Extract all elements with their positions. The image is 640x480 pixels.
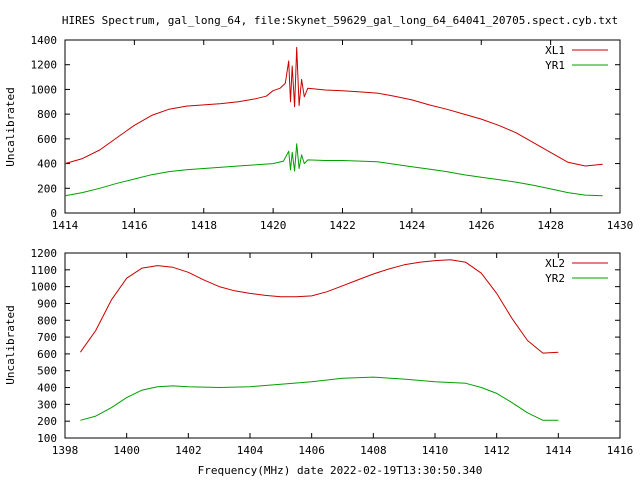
top-series	[64, 46, 603, 197]
top-y-tick-label: 1400	[31, 34, 58, 47]
top-x-tick-label: 1426	[468, 219, 495, 232]
legend-label-yr2: YR2	[545, 272, 565, 285]
top-x-tick-label: 1424	[399, 219, 426, 232]
bottom-y-tick-label: 400	[37, 382, 57, 395]
bottom-y-tick-label: 500	[37, 365, 57, 378]
bottom-x-tick-label: 1406	[298, 444, 325, 457]
bottom-x-tick-label: 1416	[607, 444, 634, 457]
top-ticks: 1414 1416 1418 1420 1422 1424 1426 1428 1430 0 200…	[31, 34, 634, 232]
figure-title: HIRES Spectrum, gal_long_64, file:Skynet…	[62, 14, 618, 27]
top-y-tick-label: 1200	[31, 59, 58, 72]
bottom-x-tick-label: 1400	[113, 444, 140, 457]
top-y-axis-label: Uncalibrated	[4, 87, 17, 166]
top-x-tick-label: 1416	[121, 219, 148, 232]
top-plot-frame	[64, 39, 621, 214]
top-y-tick-label: 0	[50, 207, 57, 220]
top-x-tick-label: 1422	[329, 219, 356, 232]
bottom-ticks: 1398 1400 1402 1404 1406 1408 1410 1412 1414 1416…	[31, 247, 634, 457]
bottom-y-tick-label: 200	[37, 415, 57, 428]
bottom-y-tick-label: 700	[37, 331, 57, 344]
bottom-series	[79, 259, 559, 421]
bottom-plot-frame	[64, 252, 621, 439]
top-y-tick-label: 400	[37, 158, 57, 171]
top-x-tick-label: 1428	[537, 219, 564, 232]
bottom-panel: Uncalibrated 1398 1400 1402 1404 1406 1408 141…	[4, 247, 633, 457]
bottom-y-tick-label: 100	[37, 432, 57, 445]
bottom-x-tick-label: 1402	[175, 444, 202, 457]
bottom-y-tick-label: 300	[37, 398, 57, 411]
top-x-tick-label: 1414	[52, 219, 79, 232]
bottom-x-tick-label: 1412	[483, 444, 510, 457]
bottom-x-tick-label: 1410	[422, 444, 449, 457]
bottom-x-tick-label: 1404	[237, 444, 264, 457]
x-axis-label: Frequency(MHz) date 2022-02-19T13:30:50.…	[198, 464, 483, 477]
bottom-x-tick-label: 1408	[360, 444, 387, 457]
top-panel: Uncalibrated 1414 1416 1418 1420 1422 1424 142…	[4, 34, 633, 232]
bottom-y-tick-label: 1000	[31, 281, 58, 294]
top-x-tick-label: 1418	[191, 219, 218, 232]
bottom-y-tick-label: 600	[37, 348, 57, 361]
legend-label-xl2: XL2	[545, 257, 565, 270]
legend-label-xl1: XL1	[545, 44, 565, 57]
top-y-tick-label: 200	[37, 182, 57, 195]
bottom-y-tick-label: 800	[37, 314, 57, 327]
series-line-xl1	[64, 46, 603, 167]
series-line-yr2	[80, 376, 559, 421]
legend-label-yr1: YR1	[545, 59, 565, 72]
bottom-y-tick-label: 900	[37, 297, 57, 310]
top-y-tick-label: 600	[37, 133, 57, 146]
bottom-x-tick-label: 1414	[545, 444, 572, 457]
series-line-xl2	[79, 259, 559, 354]
top-y-tick-label: 800	[37, 108, 57, 121]
bottom-y-tick-label: 1100	[31, 264, 58, 277]
top-y-tick-label: 1000	[31, 83, 58, 96]
top-x-tick-label: 1430	[607, 219, 634, 232]
series-line-yr1	[64, 143, 603, 197]
bottom-y-axis-label: Uncalibrated	[4, 305, 17, 384]
bottom-y-tick-label: 1200	[31, 247, 58, 260]
top-x-tick-label: 1420	[260, 219, 287, 232]
bottom-x-tick-label: 1398	[52, 444, 79, 457]
